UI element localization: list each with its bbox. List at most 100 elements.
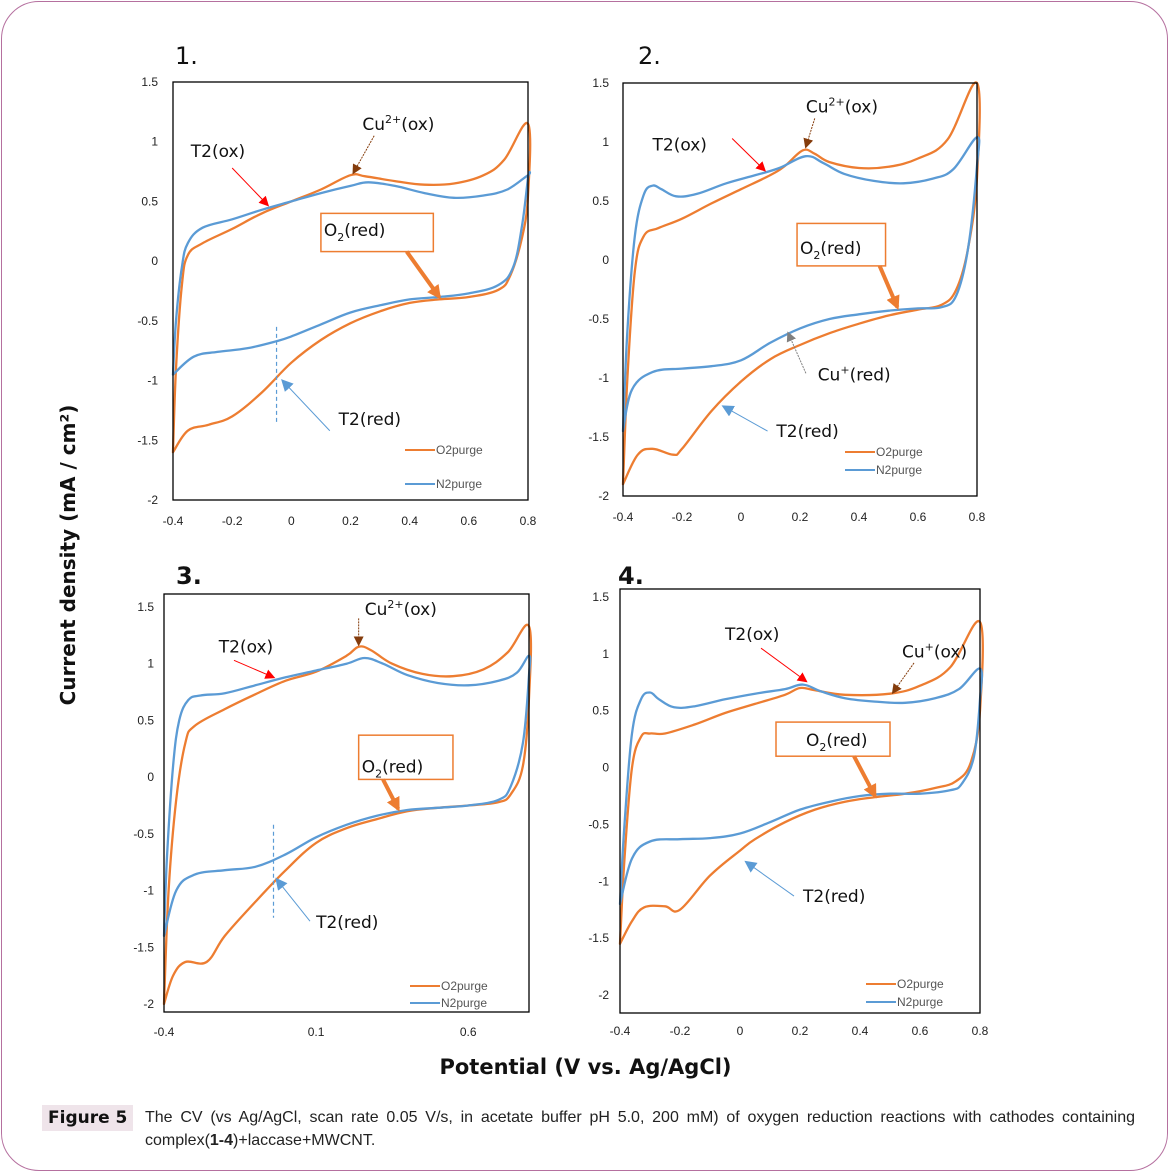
annotation-superscript: 2+: [387, 598, 403, 611]
y-tick-label: -0.5: [588, 312, 609, 326]
y-tick-label: 1.5: [592, 76, 609, 90]
annotation-suffix: (ox): [934, 642, 967, 662]
caption-text-part-2: )+laccase+MWCNT.: [233, 1132, 376, 1149]
annotation-superscript: 2+: [829, 96, 845, 109]
y-tick-label: 0: [602, 761, 609, 775]
o2-red-callout-box: [775, 721, 891, 757]
y-tick-label: -1: [147, 374, 158, 388]
legend-label: N2purge: [441, 996, 487, 1010]
annotation-label: T2(red): [775, 422, 838, 442]
annotation-superscript: +: [840, 363, 849, 376]
x-tick-label: 0.6: [460, 514, 477, 528]
y-tick-label: -1.5: [588, 430, 609, 444]
x-tick-label: 0.1: [308, 1025, 325, 1039]
x-tick-label: 0.8: [520, 514, 537, 528]
caption-text-part-1: The CV (vs Ag/AgCl, scan rate 0.05 V/s, …: [145, 1109, 1135, 1149]
y-tick-label: -1.5: [133, 940, 154, 954]
annotation-text: O: [800, 239, 813, 259]
annotation-suffix: (ox): [404, 600, 437, 620]
y-tick-label: -2: [147, 493, 158, 507]
annotation-subscript: 2: [813, 249, 820, 262]
annotation-arrow-icon: [786, 331, 807, 374]
y-tick-label: 1.5: [592, 590, 609, 604]
annotation-subscript: 2: [375, 768, 382, 781]
o2-red-callout-box: [796, 222, 887, 267]
annotation-label: T2(ox): [218, 637, 273, 657]
annotation-text: T2(ox): [652, 135, 707, 155]
y-tick-label: -1.5: [137, 433, 158, 447]
x-tick-label: 0: [738, 510, 745, 524]
y-tick-label: 1.5: [137, 600, 154, 614]
x-tick-label: -0.2: [670, 1024, 691, 1038]
o2-red-callout-box: [357, 734, 454, 781]
x-tick-label: 0.4: [851, 510, 868, 524]
annotation-text: T2(red): [802, 887, 865, 907]
annotation-arrow-icon: [233, 659, 276, 679]
annotation-label: T2(ox): [190, 142, 245, 162]
o2-red-arrow-icon: [381, 778, 400, 812]
caption-bold: 1-4: [209, 1132, 234, 1149]
y-axis-label: Current density (mA / cm²): [56, 405, 80, 706]
annotation-suffix: (red): [826, 731, 867, 751]
y-tick-label: 0: [602, 253, 609, 267]
legend-label: N2purge: [436, 477, 482, 491]
y-tick-label: 1: [147, 657, 154, 671]
panel-title: 2.: [638, 42, 661, 70]
y-tick-label: -2: [143, 997, 154, 1011]
figure-label: Figure 5: [42, 1105, 134, 1131]
annotation-suffix: (red): [344, 221, 385, 241]
x-tick-label: 0.2: [792, 510, 809, 524]
legend-label: O2purge: [897, 977, 944, 991]
legend-label: O2purge: [876, 445, 923, 459]
chart-panel-4: 4. 1.5 1 0.5 0 -0.5 -1 -1.5 -2 -0.4 -0.2 0 0.2 0.4 0.6…: [588, 562, 988, 1038]
y-tick-label: 0: [147, 770, 154, 784]
y-tick-label: 1: [602, 647, 609, 661]
y-tick-label: -2: [598, 988, 609, 1002]
legend-label: O2purge: [441, 979, 488, 993]
annotation-text: Cu: [362, 115, 385, 135]
y-tick-label: -1: [598, 371, 609, 385]
annotation-arrow-icon: [281, 379, 331, 432]
annotation-text: O: [324, 221, 337, 241]
annotation-suffix: (red): [382, 758, 423, 778]
y-tick-label: 1.5: [141, 75, 158, 89]
plot-area-frame: [163, 593, 530, 1013]
series-line-n2purge: [621, 136, 981, 433]
annotation-label: O2(red): [324, 221, 386, 244]
x-tick-label: 0.4: [852, 1024, 869, 1038]
annotation-text: Cu: [806, 98, 829, 118]
x-tick-label: -0.2: [672, 510, 693, 524]
annotation-label: O2(red): [800, 239, 862, 262]
y-tick-label: -1: [598, 874, 609, 888]
panel-title: 4.: [618, 562, 644, 590]
annotation-label: T2(ox): [724, 625, 779, 645]
series-line-n2purge: [171, 171, 532, 376]
y-tick-label: 1: [151, 135, 158, 149]
annotation-label: T2(ox): [652, 135, 707, 155]
series-line-o2purge: [171, 121, 532, 454]
annotation-text: T2(red): [338, 410, 401, 430]
x-tick-label: -0.4: [163, 514, 184, 528]
annotation-text: Cu: [818, 365, 841, 385]
annotation-subscript: 2: [819, 741, 826, 754]
plot-area-frame: [619, 588, 981, 1014]
annotation-arrow-icon: [721, 405, 768, 432]
y-tick-label: 0.5: [592, 194, 609, 208]
panel-title: 1.: [175, 42, 198, 70]
annotation-text: T2(ox): [724, 625, 779, 645]
annotation-label: Cu2+(ox): [365, 598, 437, 620]
x-tick-label: 0.8: [972, 1024, 989, 1038]
y-tick-label: -2: [598, 489, 609, 503]
annotation-label: Cu2+(ox): [806, 96, 878, 118]
y-tick-label: -0.5: [588, 817, 609, 831]
annotation-text: T2(red): [315, 913, 378, 933]
x-tick-label: -0.4: [613, 510, 634, 524]
annotation-arrow-icon: [803, 118, 816, 149]
annotation-text: O: [362, 758, 375, 778]
annotation-label: Cu+(red): [818, 363, 891, 385]
y-tick-label: -0.5: [133, 827, 154, 841]
y-tick-label: 0.5: [141, 194, 158, 208]
y-tick-label: 1: [602, 135, 609, 149]
x-tick-label: 0.8: [969, 510, 986, 524]
